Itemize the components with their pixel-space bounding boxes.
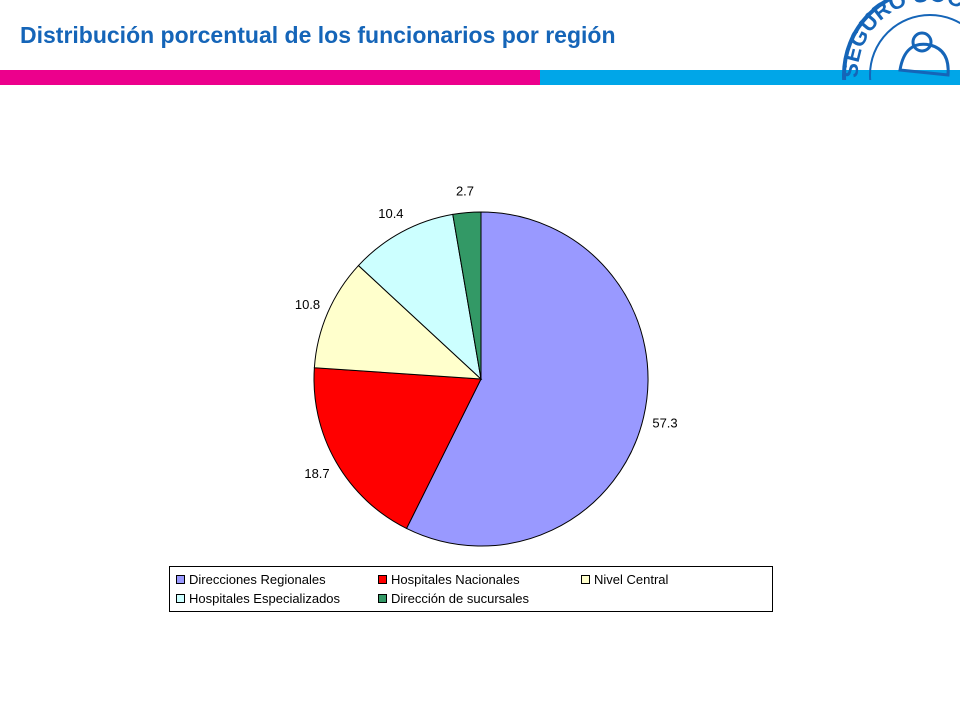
header-bar-cyan [540,70,960,85]
slice-direcciones-regionales [405,211,649,547]
data-label: 10.4 [378,206,403,221]
slice-hospitales-nacionales [313,367,482,530]
legend-label: Hospitales Especializados [189,591,341,606]
legend-label: Dirección de sucursales [391,591,530,606]
data-label: 10.8 [295,297,320,312]
slice-direccion-de-sucursales [452,211,482,380]
legend-label: Nivel Central [594,572,669,587]
logo-seal-icon: SEGURO SOCIAL [830,0,960,80]
data-label: 57.3 [652,415,677,430]
legend-swatch [378,594,387,603]
chart-legend: Direcciones Regionales Hospitales Nacion… [169,566,773,612]
legend-item-direcciones-regionales: Direcciones Regionales [176,572,378,587]
legend-swatch [378,575,387,584]
legend-item-hospitales-nacionales: Hospitales Nacionales [378,572,581,587]
legend-label: Direcciones Regionales [189,572,326,587]
page-title: Distribución porcentual de los funcionar… [20,22,616,48]
legend-swatch [581,575,590,584]
legend-row: Hospitales Especializados Dirección de s… [176,589,772,608]
legend-item-nivel-central: Nivel Central [581,572,668,587]
legend-swatch [176,575,185,584]
slice-nivel-central [313,264,483,380]
data-label: 18.7 [304,466,329,481]
legend-label: Hospitales Nacionales [391,572,520,587]
legend-row: Direcciones Regionales Hospitales Nacion… [176,570,772,589]
legend-swatch [176,594,185,603]
header-bar-magenta [0,70,540,85]
legend-item-hospitales-especializados: Hospitales Especializados [176,591,378,606]
seguro-social-logo: SEGURO SOCIAL [830,0,960,80]
legend-item-direccion-de-sucursales: Dirección de sucursales [378,591,529,606]
data-label: 2.7 [456,184,474,199]
slice-hospitales-especializados [357,213,482,381]
